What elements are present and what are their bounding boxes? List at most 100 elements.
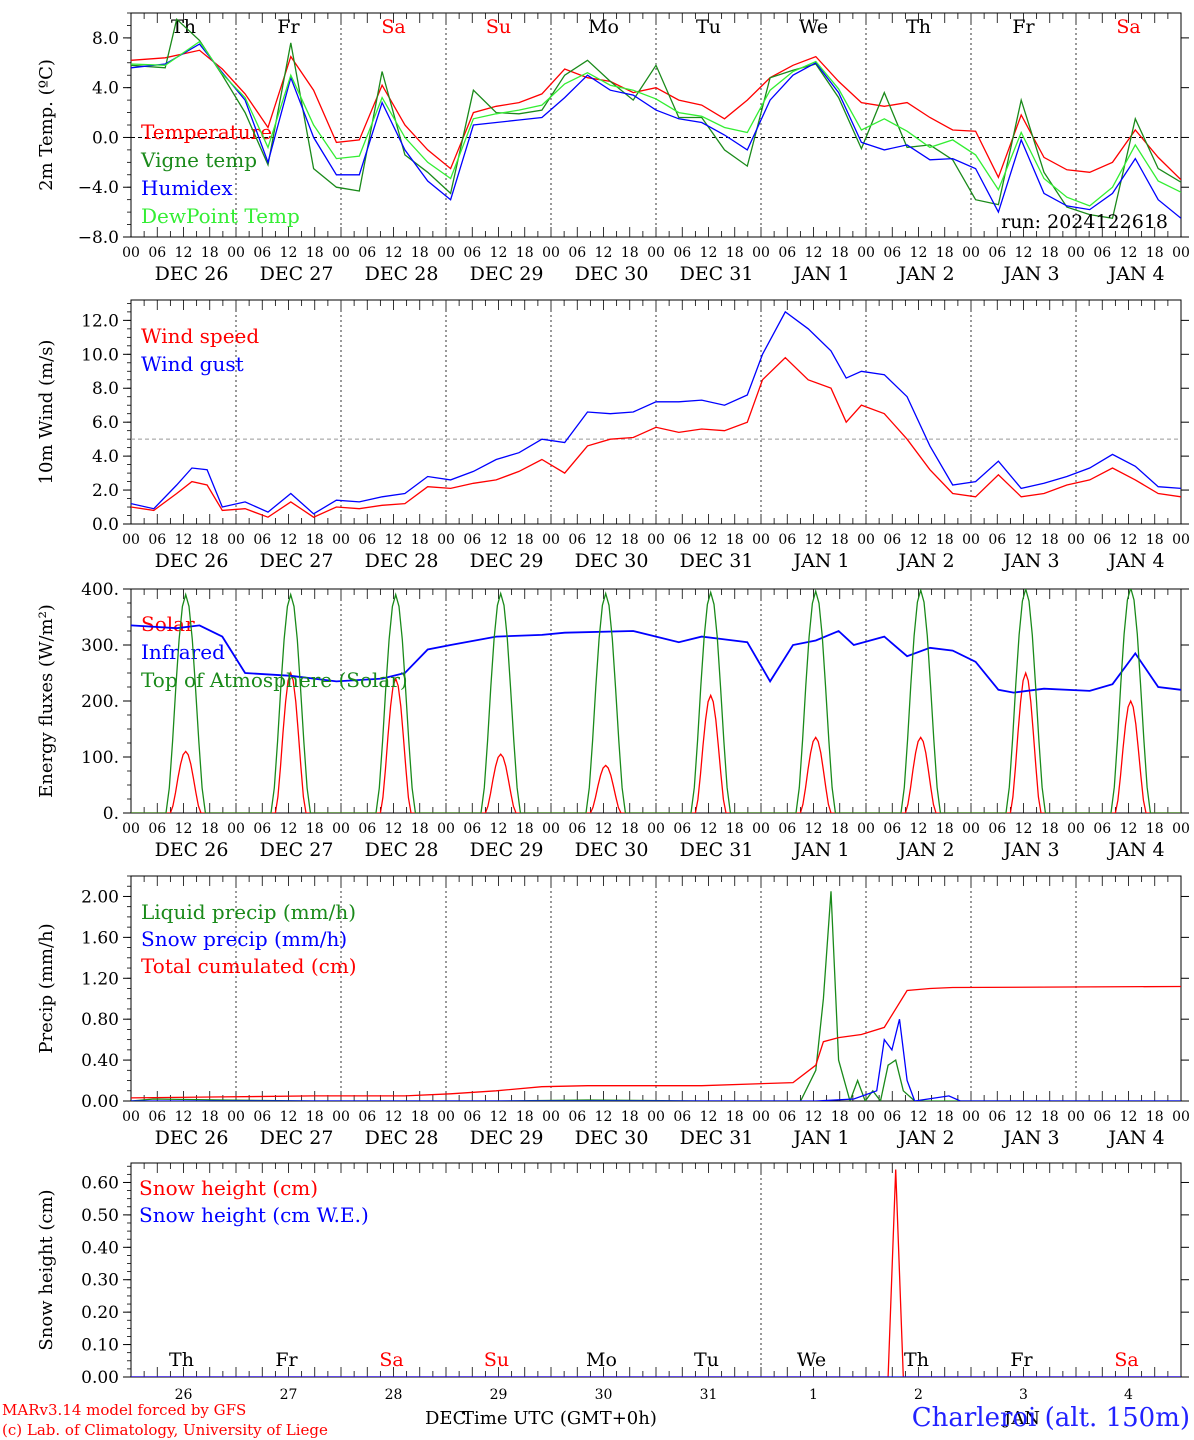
date-label: DEC 28	[365, 263, 439, 285]
day-number: 4	[1124, 1387, 1133, 1403]
day-number: 31	[700, 1387, 718, 1403]
series-dewpoint-temp	[131, 40, 1181, 207]
hour-label: 18	[411, 821, 429, 837]
y-tick-label: 0.60	[81, 1173, 119, 1193]
hour-label: 06	[1093, 1109, 1111, 1125]
hour-label: 18	[306, 1109, 324, 1125]
date-label: DEC 28	[365, 550, 439, 572]
weekday-label: Mo	[586, 1349, 617, 1371]
date-label: JAN 2	[896, 839, 954, 861]
y-tick-label: −8.0	[78, 228, 119, 248]
hour-label: 06	[778, 245, 796, 261]
weekday-label: Su	[486, 16, 511, 38]
hour-label: 12	[595, 821, 613, 837]
hour-label: 12	[700, 245, 718, 261]
hour-label: 00	[122, 245, 140, 261]
hour-label: 18	[621, 245, 639, 261]
hour-label: 06	[988, 1109, 1006, 1125]
hour-label: 18	[516, 821, 534, 837]
hour-label: 18	[411, 245, 429, 261]
panel-4: 0.00 0.40 0.80 1.20 1.60 2.00 Precip (mm/h) 00 0…	[36, 875, 1190, 1149]
hour-label: 00	[1067, 1109, 1085, 1125]
hour-label: 12	[280, 245, 298, 261]
date-label: DEC 31	[680, 263, 754, 285]
hour-label: 12	[595, 245, 613, 261]
date-label: DEC 29	[470, 550, 544, 572]
legend-vigne-temp: Vigne temp	[140, 148, 257, 172]
hour-label: 06	[253, 532, 271, 548]
day-number: 29	[490, 1387, 508, 1403]
date-label: JAN 2	[896, 263, 954, 285]
series-infrared	[131, 624, 1181, 694]
hour-label: 18	[936, 245, 954, 261]
hour-label: 06	[1093, 532, 1111, 548]
weekday-label: We	[799, 16, 828, 38]
hour-label: 18	[411, 532, 429, 548]
weekday-label: Tu	[696, 16, 721, 38]
hour-label: 06	[1093, 245, 1111, 261]
hour-label: 18	[936, 821, 954, 837]
hour-label: 00	[962, 245, 980, 261]
y-tick-label: 0.0	[92, 128, 119, 148]
weekday-label: Mo	[588, 16, 619, 38]
hour-label: 00	[437, 245, 455, 261]
date-label: DEC 30	[575, 550, 649, 572]
hour-label: 12	[385, 532, 403, 548]
y-tick-label: 10.0	[81, 345, 119, 365]
lab-credit: (c) Lab. of Climatology, University of L…	[2, 1421, 328, 1439]
station-name: Charleroi (alt. 150m)	[912, 1403, 1190, 1433]
hour-label: 06	[568, 821, 586, 837]
hour-label: 18	[306, 532, 324, 548]
weekday-label: Sa	[381, 16, 405, 38]
hour-label: 18	[726, 245, 744, 261]
hour-label: 18	[1146, 821, 1164, 837]
hour-label: 06	[148, 245, 166, 261]
legend-solar: Solar	[141, 612, 195, 636]
hour-label: 18	[411, 1109, 429, 1125]
hour-label: 06	[1093, 821, 1111, 837]
legend-dewpoint-temp: DewPoint Temp	[141, 204, 300, 228]
hour-label: 00	[962, 821, 980, 837]
hour-label: 12	[595, 532, 613, 548]
panel-5: 0.00 0.10 0.20 0.30 0.40 0.50 0.60 Snow height …	[36, 1162, 1189, 1403]
date-label: DEC 26	[155, 263, 229, 285]
hour-label: 18	[621, 821, 639, 837]
date-label: JAN 4	[1106, 263, 1164, 285]
legend-snow-height-cm-w-e: Snow height (cm W.E.)	[139, 1203, 369, 1227]
hour-label: 06	[358, 245, 376, 261]
date-label: DEC 30	[575, 263, 649, 285]
hour-label: 12	[280, 1109, 298, 1125]
hour-label: 12	[700, 1109, 718, 1125]
hour-label: 06	[778, 821, 796, 837]
hour-label: 00	[122, 532, 140, 548]
date-label: DEC 27	[260, 839, 334, 861]
date-label: DEC 26	[155, 1127, 229, 1149]
hour-label: 18	[1146, 1109, 1164, 1125]
hour-label: 12	[1120, 532, 1138, 548]
date-label: DEC 28	[365, 839, 439, 861]
hour-label: 00	[1067, 245, 1085, 261]
hour-label: 18	[726, 532, 744, 548]
hour-label: 12	[1120, 245, 1138, 261]
legend-snow-precip-mm-h: Snow precip (mm/h)	[141, 927, 347, 951]
legend-snow-height-cm: Snow height (cm)	[139, 1176, 318, 1200]
hour-label: 06	[883, 245, 901, 261]
hour-label: 06	[988, 532, 1006, 548]
hour-label: 00	[1172, 245, 1190, 261]
hour-label: 18	[516, 245, 534, 261]
hour-label: 00	[542, 821, 560, 837]
hour-label: 00	[332, 245, 350, 261]
hour-label: 12	[1120, 1109, 1138, 1125]
hour-label: 12	[175, 1109, 193, 1125]
hour-label: 12	[175, 245, 193, 261]
series-wind-speed	[131, 356, 1181, 518]
y-axis-title: Snow height (cm)	[36, 1189, 57, 1350]
hour-label: 00	[332, 1109, 350, 1125]
hour-label: 06	[988, 245, 1006, 261]
day-number: 26	[175, 1387, 193, 1403]
hour-label: 00	[227, 821, 245, 837]
date-label: JAN 1	[791, 263, 849, 285]
month-label-jan: JAN	[1002, 1408, 1040, 1429]
hour-label: 00	[437, 1109, 455, 1125]
hour-label: 18	[831, 532, 849, 548]
